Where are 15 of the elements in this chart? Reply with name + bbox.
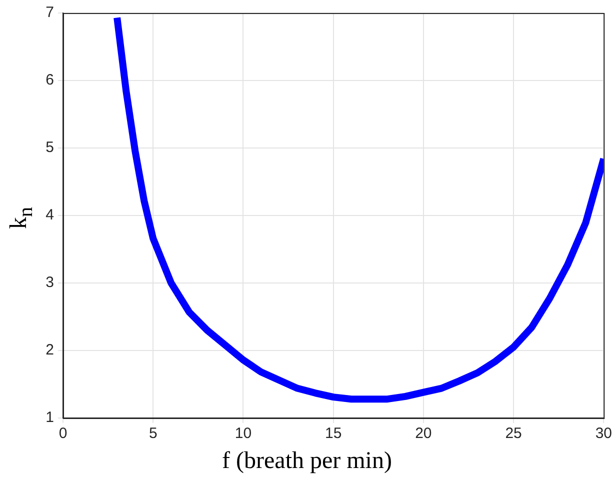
x-tick-label: 5 xyxy=(148,425,158,442)
y-tick-label: 5 xyxy=(46,139,54,156)
y-tick-label: 1 xyxy=(46,409,54,426)
x-tick-label: 30 xyxy=(595,425,612,442)
x-tick-label: 10 xyxy=(234,425,252,442)
x-tick-label: 25 xyxy=(505,425,522,442)
y-tick-label: 6 xyxy=(46,72,54,89)
y-tick-label: 4 xyxy=(46,206,54,224)
y-tick-label: 2 xyxy=(46,342,54,359)
y-tick-label: 3 xyxy=(46,274,54,292)
x-axis-title: f (breath per min) xyxy=(221,448,393,475)
y-tick-label: 7 xyxy=(46,4,54,22)
x-tick-label: 0 xyxy=(58,425,68,442)
x-tick-label: 15 xyxy=(324,425,342,442)
x-tick-label: 20 xyxy=(415,425,432,442)
